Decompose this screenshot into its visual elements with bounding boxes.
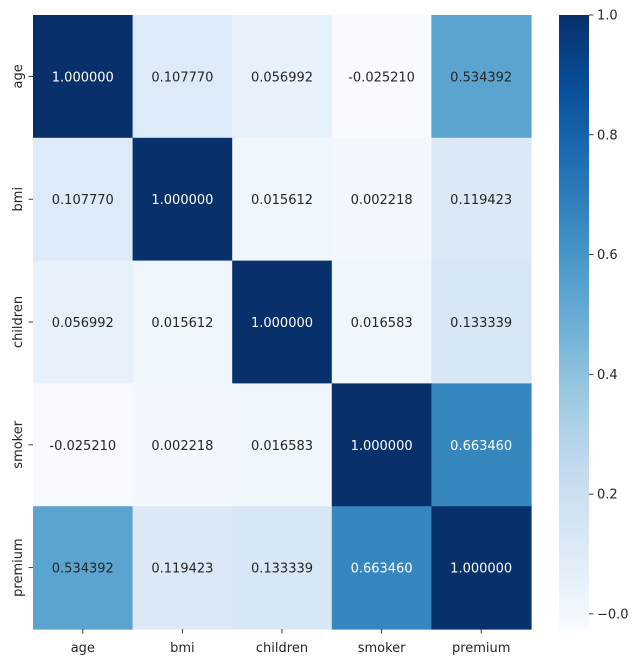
cell-value-label: 0.534392 xyxy=(52,562,114,577)
heatmap-cell-age-smoker xyxy=(331,15,432,139)
cell-value-label: 0.133339 xyxy=(251,562,313,577)
heatmap-cell-smoker-children xyxy=(232,383,333,507)
cell-value-label: 0.663460 xyxy=(450,439,512,454)
cell-value-label: 1.000000 xyxy=(151,193,213,208)
heatmap-cell-children-premium xyxy=(431,260,532,384)
x-tick-label-premium: premium xyxy=(452,641,511,656)
cell-value-label: -0.025210 xyxy=(49,439,116,454)
heatmap-cell-smoker-age xyxy=(33,383,134,507)
colorbar: −0.0 0.2 0.4 0.6 0.8 1.0 xyxy=(559,9,629,629)
x-tick-label-age: age xyxy=(71,641,95,656)
colorbar-tick-label: 0.4 xyxy=(597,368,618,383)
heatmap-cell-children-bmi xyxy=(132,260,233,384)
cell-value-label: 0.015612 xyxy=(251,193,313,208)
cell-value-label: 1.000000 xyxy=(52,70,114,85)
cell-value-label: 0.119423 xyxy=(450,193,512,208)
x-tick-label-bmi: bmi xyxy=(170,641,195,656)
colorbar-tick-label: −0.0 xyxy=(597,607,629,622)
cell-value-label: 0.107770 xyxy=(52,193,114,208)
heatmap-cell-bmi-bmi xyxy=(132,137,233,262)
colorbar-gradient xyxy=(559,15,589,629)
cell-value-label: 1.000000 xyxy=(251,316,313,331)
heatmap-cell-premium-children xyxy=(232,506,333,630)
heatmap-cell-bmi-children xyxy=(232,137,333,262)
heatmap-cell-children-smoker xyxy=(331,260,432,384)
heatmap-cell-bmi-age xyxy=(33,137,134,262)
heatmap-cell-smoker-bmi xyxy=(132,383,233,507)
heatmap-cell-labels: 1.000000 0.107770 0.056992 -0.025210 0.53439… xyxy=(49,70,512,576)
heatmap-cell-children-children xyxy=(232,260,333,384)
heatmap-cell-bmi-smoker xyxy=(331,137,432,262)
cell-value-label: 0.002218 xyxy=(151,439,213,454)
y-tick-label-premium: premium xyxy=(11,538,26,597)
heatmap-cells xyxy=(33,15,532,630)
cell-value-label: 0.534392 xyxy=(450,70,512,85)
cell-value-label: 0.133339 xyxy=(450,316,512,331)
heatmap-cell-children-age xyxy=(33,260,134,384)
y-tick-label-smoker: smoker xyxy=(11,420,26,468)
cell-value-label: -0.025210 xyxy=(348,70,415,85)
cell-value-label: 0.107770 xyxy=(151,70,213,85)
heatmap-cell-bmi-premium xyxy=(431,137,532,262)
heatmap-cell-smoker-premium xyxy=(431,383,532,507)
cell-value-label: 0.056992 xyxy=(251,70,313,85)
cell-value-label: 0.119423 xyxy=(151,562,213,577)
cell-value-label: 0.016583 xyxy=(351,316,413,331)
y-axis: age bmi children smoker premium xyxy=(11,64,33,597)
x-tick-label-children: children xyxy=(256,641,308,656)
cell-value-label: 1.000000 xyxy=(351,439,413,454)
heatmap-cell-premium-premium xyxy=(431,506,532,630)
colorbar-tick-label: 1.0 xyxy=(597,9,618,24)
colorbar-tick-label: 0.8 xyxy=(597,128,618,143)
x-tick-label-smoker: smoker xyxy=(358,641,406,656)
cell-value-label: 0.015612 xyxy=(151,316,213,331)
heatmap-cell-age-children xyxy=(232,15,333,139)
y-tick-label-bmi: bmi xyxy=(11,187,26,212)
heatmap-cell-age-age xyxy=(33,15,134,139)
heatmap-cell-smoker-smoker xyxy=(331,383,432,507)
x-axis: age bmi children smoker premium xyxy=(71,629,511,656)
cell-value-label: 0.002218 xyxy=(351,193,413,208)
cell-value-label: 0.663460 xyxy=(351,562,413,577)
heatmap-cell-premium-bmi xyxy=(132,506,233,630)
heatmap-cell-premium-age xyxy=(33,506,134,630)
heatmap-cell-premium-smoker xyxy=(331,506,432,630)
y-tick-label-age: age xyxy=(11,64,26,88)
heatmap-cell-age-bmi xyxy=(132,15,233,139)
colorbar-tick-label: 0.6 xyxy=(597,248,618,263)
cell-value-label: 0.056992 xyxy=(52,316,114,331)
cell-value-label: 0.016583 xyxy=(251,439,313,454)
heatmap-cell-age-premium xyxy=(431,15,532,139)
cell-value-label: 1.000000 xyxy=(450,562,512,577)
colorbar-tick-label: 0.2 xyxy=(597,488,618,503)
y-tick-label-children: children xyxy=(11,296,26,348)
